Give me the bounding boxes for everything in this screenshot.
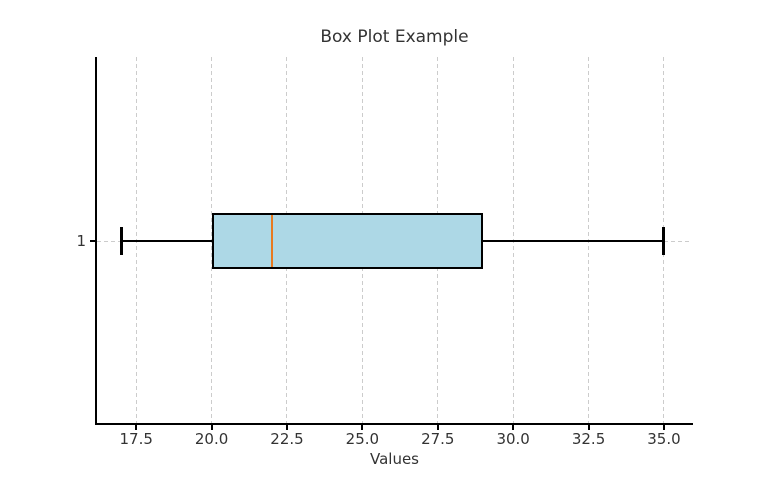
- whisker-line-high: [483, 240, 664, 242]
- x-tick-mark: [662, 425, 665, 430]
- x-tick-label: 22.5: [270, 430, 304, 448]
- x-tick-label: 32.5: [571, 430, 606, 448]
- whisker-line-low: [121, 240, 212, 242]
- x-tick-label: 35.0: [647, 430, 681, 448]
- median-line: [270, 215, 274, 267]
- x-tick-label: 20.0: [194, 430, 229, 448]
- chart-title: Box Plot Example: [320, 27, 469, 47]
- iqr-box: [211, 213, 483, 269]
- x-axis-label: Values: [369, 450, 419, 468]
- y-tick-mark: [90, 240, 95, 242]
- x-tick-mark: [210, 425, 213, 430]
- whisker-cap-high: [662, 227, 666, 255]
- x-tick-label: 27.5: [421, 430, 455, 448]
- whisker-cap-low: [119, 227, 123, 255]
- x-tick-mark: [135, 425, 138, 430]
- x-tick-mark: [285, 425, 288, 430]
- plot-area: [97, 57, 692, 423]
- x-tick-mark: [436, 425, 439, 430]
- x-tick-mark: [512, 425, 515, 430]
- x-tick-label: 17.5: [119, 430, 153, 448]
- x-tick-label: 30.0: [496, 430, 530, 448]
- x-tick-mark: [361, 425, 364, 430]
- x-tick-mark: [587, 425, 590, 430]
- x-tick-label: 25.0: [345, 430, 380, 448]
- y-axis-spine: [95, 57, 97, 425]
- x-axis-spine: [95, 423, 693, 425]
- y-tick-label: 1: [76, 232, 86, 250]
